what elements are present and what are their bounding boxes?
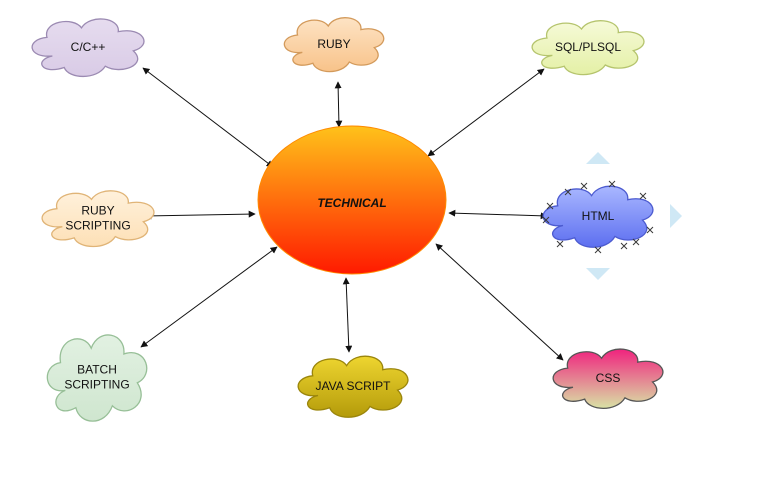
node-css[interactable]: CSS: [553, 349, 663, 408]
connector-layer: [140, 67, 564, 361]
node-sql-plsql[interactable]: SQL/PLSQL: [532, 21, 644, 75]
central-node-label: TECHNICAL: [317, 196, 386, 210]
cloud-shape: [298, 356, 408, 417]
selection-handle[interactable]: [632, 238, 640, 246]
node-ruby[interactable]: RUBY: [284, 18, 383, 72]
selection-handles: [542, 152, 682, 280]
connector-ruby-scripting[interactable]: [144, 210, 256, 220]
selection-handle[interactable]: [542, 216, 550, 224]
connector-batch-scripting[interactable]: [140, 246, 278, 348]
cloud-shape: [543, 186, 653, 247]
node-label: SCRIPTING: [65, 219, 130, 233]
selection-handle[interactable]: [608, 180, 616, 188]
node-label: C/C++: [71, 40, 106, 54]
cloud-shape: [42, 191, 154, 247]
connector-html[interactable]: [448, 209, 548, 220]
connector-ruby[interactable]: [334, 81, 343, 128]
cloud-shape: [47, 335, 146, 421]
resize-down-arrow-icon[interactable]: [586, 268, 610, 280]
connector-java-script[interactable]: [342, 277, 353, 353]
selection-handle[interactable]: [546, 202, 554, 210]
connector-css[interactable]: [435, 243, 564, 361]
node-html[interactable]: HTML: [543, 186, 653, 247]
cloud-shape: [553, 349, 663, 408]
node-label: RUBY: [81, 204, 114, 218]
node-label: HTML: [582, 209, 615, 223]
resize-right-arrow-icon[interactable]: [670, 204, 682, 228]
selection-handle[interactable]: [580, 182, 588, 190]
central-ellipse: [257, 125, 447, 275]
selection-handle[interactable]: [564, 188, 572, 196]
selection-handle[interactable]: [594, 246, 602, 254]
topic-nodes: C/C++ RUBY SQL/PLSQLRUBYSCRIPTINGHTMLBATCH…: [32, 18, 663, 421]
selection-handle[interactable]: [639, 192, 647, 200]
node-java-script[interactable]: JAVA SCRIPT: [298, 356, 408, 417]
node-label: RUBY: [317, 37, 350, 51]
node-c-cpp[interactable]: C/C++: [32, 19, 144, 76]
node-label: BATCH: [77, 363, 117, 377]
cloud-shape: [532, 21, 644, 75]
selection-handle[interactable]: [646, 226, 654, 234]
selection-handle[interactable]: [556, 240, 564, 248]
resize-up-arrow-icon[interactable]: [586, 152, 610, 164]
node-label: SCRIPTING: [64, 378, 129, 392]
node-label: JAVA SCRIPT: [316, 379, 392, 393]
central-node-technical[interactable]: TECHNICAL: [257, 125, 447, 275]
selection-handle[interactable]: [620, 242, 628, 250]
cloud-shape: [32, 19, 144, 76]
connector-sql-plsql[interactable]: [427, 68, 545, 157]
connector-c-cpp[interactable]: [142, 67, 274, 168]
node-label: SQL/PLSQL: [555, 40, 621, 54]
cloud-shape: [284, 18, 383, 72]
node-label: CSS: [596, 371, 621, 385]
